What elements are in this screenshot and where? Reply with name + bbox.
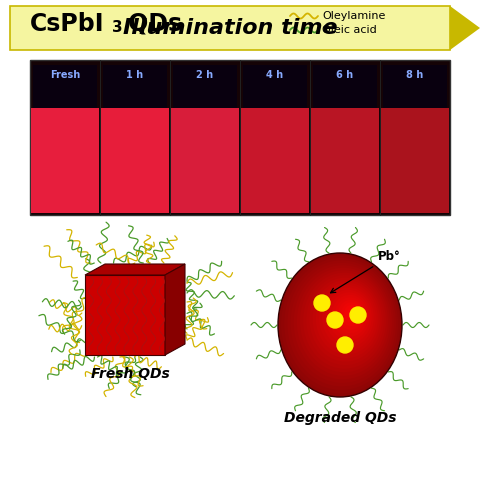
Ellipse shape: [316, 282, 378, 354]
Text: 2 h: 2 h: [196, 70, 214, 80]
Ellipse shape: [306, 275, 384, 365]
Ellipse shape: [344, 304, 360, 322]
Text: 6 h: 6 h: [336, 70, 354, 80]
FancyBboxPatch shape: [101, 108, 169, 213]
Ellipse shape: [325, 290, 372, 344]
Text: 8 h: 8 h: [407, 70, 424, 80]
Ellipse shape: [284, 258, 398, 390]
FancyBboxPatch shape: [31, 108, 99, 213]
Text: QDs: QDs: [120, 12, 182, 36]
FancyBboxPatch shape: [33, 65, 97, 108]
Ellipse shape: [297, 268, 390, 376]
Ellipse shape: [310, 278, 382, 361]
FancyBboxPatch shape: [173, 65, 237, 108]
Circle shape: [314, 295, 330, 311]
Ellipse shape: [338, 300, 364, 330]
Text: Pb°: Pb°: [331, 250, 401, 293]
FancyBboxPatch shape: [241, 108, 309, 213]
Text: Illumination time: Illumination time: [123, 18, 337, 38]
Ellipse shape: [319, 285, 376, 351]
Text: Degraded QDs: Degraded QDs: [284, 411, 396, 425]
Ellipse shape: [303, 272, 386, 368]
Text: 1 h: 1 h: [126, 70, 144, 80]
Circle shape: [327, 312, 343, 328]
Ellipse shape: [335, 298, 366, 334]
Ellipse shape: [312, 280, 380, 358]
Ellipse shape: [328, 292, 370, 341]
Ellipse shape: [278, 253, 402, 397]
Circle shape: [337, 337, 353, 353]
Polygon shape: [85, 275, 165, 355]
Polygon shape: [165, 264, 185, 355]
Ellipse shape: [341, 302, 362, 326]
Ellipse shape: [332, 295, 368, 337]
Ellipse shape: [288, 260, 396, 386]
Text: Fresh: Fresh: [50, 70, 80, 80]
Circle shape: [350, 307, 366, 323]
Polygon shape: [85, 264, 185, 275]
Text: Oleic acid: Oleic acid: [322, 25, 377, 35]
FancyBboxPatch shape: [10, 6, 450, 50]
FancyBboxPatch shape: [243, 65, 307, 108]
Ellipse shape: [322, 288, 374, 348]
Ellipse shape: [350, 310, 356, 316]
FancyBboxPatch shape: [381, 108, 449, 213]
Ellipse shape: [281, 256, 400, 394]
Ellipse shape: [348, 307, 358, 319]
Ellipse shape: [300, 270, 388, 372]
FancyBboxPatch shape: [313, 65, 377, 108]
FancyBboxPatch shape: [171, 108, 239, 213]
FancyBboxPatch shape: [30, 60, 450, 215]
Text: Oleylamine: Oleylamine: [322, 11, 385, 21]
FancyBboxPatch shape: [383, 65, 447, 108]
Ellipse shape: [290, 263, 394, 383]
FancyBboxPatch shape: [311, 108, 379, 213]
Polygon shape: [450, 6, 480, 50]
Ellipse shape: [294, 266, 392, 380]
FancyBboxPatch shape: [103, 65, 167, 108]
Text: CsPbI: CsPbI: [30, 12, 105, 36]
Text: Fresh QDs: Fresh QDs: [91, 367, 169, 381]
Text: 4 h: 4 h: [266, 70, 284, 80]
Text: 3: 3: [112, 20, 122, 35]
